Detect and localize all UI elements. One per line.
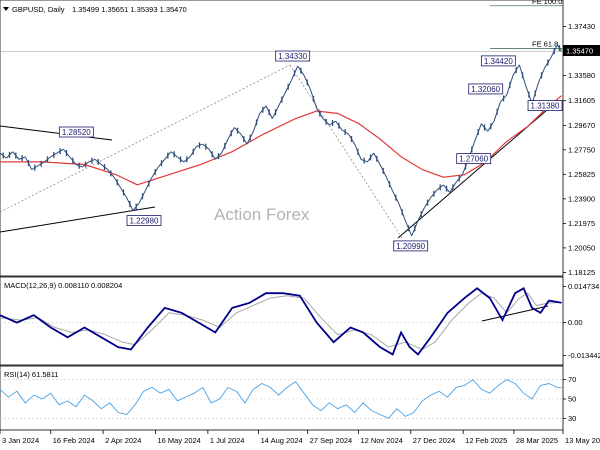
- price-annotation-box: [393, 240, 429, 252]
- y-tick-label: 1.33580: [568, 71, 595, 80]
- watermark: Action Forex: [214, 205, 310, 224]
- macd-panel-label: MACD(12,26,9) 0.008110 0.008204: [4, 281, 122, 290]
- x-tick-label: 13 May 2025: [565, 436, 600, 445]
- x-tick-label: 27 Sep 2024: [310, 436, 353, 445]
- ema-line: [0, 95, 562, 186]
- macd-tick-label: 0.00: [568, 318, 583, 327]
- rsi-tick-label: 50: [568, 395, 576, 404]
- rsi-line: [0, 379, 562, 419]
- macd-panel-frame: [0, 276, 564, 366]
- fibo-level-label: FE 100.0: [532, 0, 562, 6]
- y-tick-label: 1.37430: [568, 22, 595, 31]
- rsi-panel-label: RSI(14) 61.5811: [4, 370, 58, 379]
- trendline-upper-left: [0, 125, 113, 141]
- price-annotation-label: 1.32060: [471, 85, 500, 94]
- chart-header-values: 1.35499 1.35651 1.35393 1.35470: [72, 5, 187, 14]
- x-tick-label: 16 Feb 2024: [53, 436, 95, 445]
- rsi-tick-label: 30: [568, 414, 576, 423]
- y-tick-label: 1.27750: [568, 145, 595, 154]
- x-tick-label: 14 Aug 2024: [261, 436, 303, 445]
- current-price-tag-bg: [563, 45, 600, 56]
- x-tick-label: 12 Feb 2025: [465, 436, 507, 445]
- rsi-tick-label: 70: [568, 375, 576, 384]
- fibo-level-label: FE 61.8: [532, 40, 558, 49]
- chart-title: GBPUSD, Daily: [12, 5, 65, 14]
- macd-signal-line: [0, 292, 562, 351]
- price-annotation-label: 1.34330: [278, 52, 307, 61]
- price-annotation-box: [275, 50, 311, 62]
- price-annotation-label: 1.22980: [130, 217, 159, 226]
- y-tick-label: 1.29670: [568, 121, 595, 130]
- price-annotation-label: 1.34420: [484, 57, 513, 66]
- price-annotation-box: [58, 126, 94, 138]
- trendlines: [0, 109, 549, 322]
- x-tick-label: 2 Apr 2024: [105, 436, 141, 445]
- y-tick-label: 1.31605: [568, 96, 595, 105]
- header-triangle-icon: [3, 7, 9, 11]
- x-tick-label: 12 Nov 2024: [360, 436, 403, 445]
- macd-tick-label: -0.013442: [568, 351, 600, 360]
- x-tick-label: 3 Jan 2024: [2, 436, 39, 445]
- current-price-tag: 1.35470: [566, 47, 593, 56]
- y-tick-label: 1.25825: [568, 170, 595, 179]
- price-annotation-label: 1.28520: [62, 128, 91, 137]
- y-tick-label: 1.23900: [568, 194, 595, 203]
- rsi-panel-frame: [0, 365, 564, 431]
- price-annotation-box: [527, 100, 563, 111]
- price-annotation-box: [480, 55, 516, 67]
- x-tick-label: 28 Mar 2025: [516, 436, 558, 445]
- y-tick-label: 1.21975: [568, 219, 595, 228]
- x-tick-label: 16 May 2024: [157, 436, 200, 445]
- x-tick-label: 27 Dec 2024: [413, 436, 456, 445]
- price-annotation-label: 1.27060: [459, 155, 488, 164]
- trendline-macd: [481, 305, 549, 322]
- macd-tick-label: 0.014734: [568, 282, 599, 291]
- x-tick-label: 1 Jul 2024: [210, 436, 245, 445]
- macd-line: [0, 287, 562, 356]
- price-annotation-box: [468, 83, 504, 95]
- trendline-support: [397, 109, 548, 239]
- y-tick-label: 1.18125: [568, 268, 595, 277]
- trendline-lower-left: [0, 206, 156, 233]
- price-annotation-box: [126, 215, 162, 226]
- price-annotation-label: 1.31380: [531, 102, 560, 111]
- main-panel-frame: [0, 0, 564, 277]
- y-tick-label: 1.20050: [568, 243, 595, 252]
- price-annotation-box: [456, 153, 492, 165]
- price-annotation-label: 1.20990: [396, 242, 425, 251]
